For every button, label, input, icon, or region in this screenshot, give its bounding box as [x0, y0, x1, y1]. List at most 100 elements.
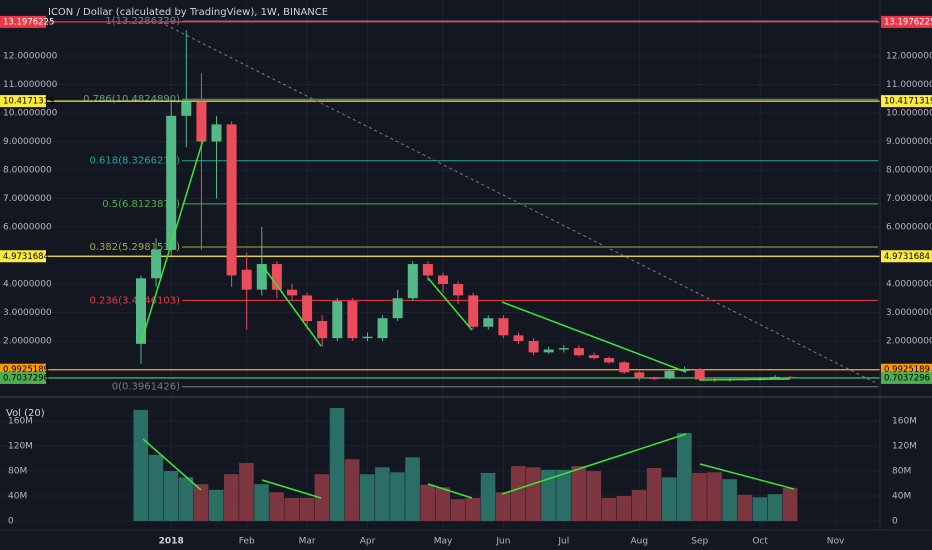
- volume-bar: [420, 484, 435, 521]
- y-tick-label: 7.0000000: [886, 194, 932, 204]
- price-label-left-box: [0, 15, 46, 28]
- y-tick-label-left: 3.0000000: [3, 308, 52, 318]
- y-tick-label: 2.0000000: [886, 336, 932, 346]
- y-tick-label-left: 11.0000000: [3, 80, 58, 90]
- candle-body: [196, 101, 207, 142]
- volume-bar: [329, 407, 345, 521]
- price-label-left-box: [0, 371, 46, 384]
- x-tick-label: Nov: [827, 537, 845, 547]
- price-label: 0.7037296: [884, 373, 930, 383]
- volume-bar: [752, 497, 768, 521]
- y-tick-label: 4.0000000: [886, 279, 932, 289]
- candle-body: [256, 264, 267, 290]
- fib-label: 0.618(8.3266216): [89, 156, 180, 167]
- candle-body: [649, 378, 660, 380]
- volume-bar: [269, 492, 284, 521]
- volume-bar: [616, 496, 632, 521]
- volume-bar: [556, 469, 571, 521]
- y-tick-label-left: 160M: [8, 417, 33, 427]
- price-label-left-box: [0, 95, 46, 108]
- candle-body: [332, 301, 343, 339]
- candle-body: [558, 348, 569, 350]
- x-tick-label: May: [434, 537, 453, 547]
- y-tick-label-left: 8.0000000: [3, 165, 52, 175]
- fib-label: 0.786(10.4824890): [83, 94, 180, 105]
- candle-body: [271, 264, 282, 290]
- y-tick-label-left: 4.0000000: [3, 279, 52, 289]
- volume-bar: [344, 459, 360, 521]
- trend-dashed: [159, 21, 879, 385]
- volume-bar: [375, 467, 390, 521]
- trendline: [501, 433, 687, 495]
- y-tick-label-left: 10.0000000: [3, 108, 58, 118]
- grid: [0, 0, 880, 530]
- y-tick-label: 40M: [892, 492, 911, 502]
- candle-body: [377, 318, 388, 339]
- volume-bar: [224, 474, 239, 521]
- x-tick-label: Apr: [360, 537, 376, 547]
- candle-body: [151, 249, 162, 279]
- volume-bar: [495, 492, 511, 521]
- volume-bar: [737, 494, 753, 521]
- candle-body: [634, 372, 645, 379]
- price-label-left-box: [0, 250, 46, 263]
- price-label-box: [881, 95, 932, 108]
- levels: 1(13.2286329)0.786(10.4824890)0.618(8.32…: [0, 16, 880, 393]
- volume-bar: [163, 471, 179, 521]
- price-label-left: 4.9731684: [3, 252, 49, 262]
- volume-bar: [284, 497, 300, 521]
- trendline: [140, 139, 204, 344]
- volume-bar: [450, 499, 466, 521]
- candle-body: [468, 295, 479, 327]
- y-tick-label: 80M: [892, 467, 911, 477]
- trendline: [261, 479, 322, 499]
- volume-bar: [631, 489, 647, 521]
- candle-body: [226, 124, 237, 276]
- candle-body: [302, 295, 313, 322]
- trendline: [427, 277, 473, 331]
- candle-body: [407, 264, 418, 299]
- axes: 2.0000000 2.0000000 3.0000000 3.0000000 4.00…: [0, 15, 932, 547]
- y-tick-label-left: 6.0000000: [3, 222, 52, 232]
- price-label-box: [881, 371, 932, 384]
- fib-label: 0.236(3.4246103): [89, 295, 180, 306]
- y-tick-label: 3.0000000: [886, 308, 932, 318]
- volume-bar: [178, 477, 194, 521]
- candle-body: [438, 275, 448, 284]
- volume-bar: [390, 472, 405, 521]
- volume-title: Vol (20): [6, 408, 45, 419]
- x-tick-label: Jun: [495, 537, 510, 547]
- candle-body: [422, 264, 433, 276]
- y-tick-label: 12.0000000: [886, 52, 932, 62]
- volume-bar: [510, 466, 526, 521]
- volume-bar: [767, 494, 783, 521]
- y-tick-label-left: 80M: [8, 467, 27, 477]
- chart-title: ICON / Dollar (calculated by TradingView…: [48, 7, 328, 18]
- candle-body: [770, 376, 781, 379]
- x-tick-label: Aug: [631, 537, 649, 547]
- x-tick-label: Oct: [752, 537, 768, 547]
- volume-bar: [239, 462, 254, 521]
- y-tick-label: 8.0000000: [886, 165, 932, 175]
- volume-bar: [465, 497, 481, 521]
- volume-bar: [677, 432, 692, 521]
- candle-body: [604, 358, 615, 363]
- trendlines: [140, 139, 795, 499]
- trendline: [142, 438, 202, 491]
- volume-bar: [480, 472, 496, 521]
- y-tick-label-left: 2.0000000: [3, 336, 52, 346]
- price-label: 0.9925189: [884, 365, 930, 375]
- volume-bar: [193, 484, 209, 521]
- candle-body: [181, 101, 192, 116]
- volume-bar: [299, 497, 315, 521]
- trendline: [261, 264, 322, 347]
- price-label: 10.4171319: [884, 97, 932, 107]
- volume-bar: [586, 471, 602, 521]
- candle-body: [664, 370, 675, 379]
- y-tick-label: 6.0000000: [886, 222, 932, 232]
- candle-body: [211, 124, 222, 142]
- candle-body: [453, 283, 464, 296]
- volume-bar: [571, 466, 586, 521]
- volume-bar: [148, 454, 164, 521]
- marks: [133, 30, 798, 521]
